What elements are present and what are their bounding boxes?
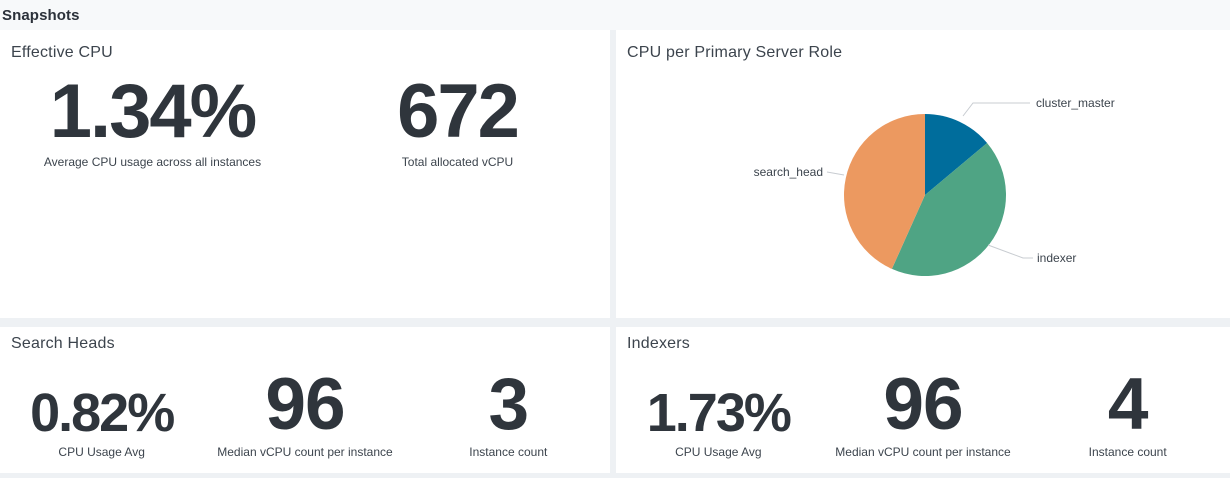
single-value-number-box: 0.82% — [30, 377, 175, 443]
single-value-number-box: 3 — [488, 364, 530, 446]
avg-cpu-caption: Average CPU usage across all instances — [43, 155, 262, 169]
sh-cpu-avg-value: 0.82% — [30, 382, 175, 443]
single-value-avg-cpu: 1.34% Average CPU usage across all insta… — [0, 69, 305, 170]
total-vcpu-caption: Total allocated vCPU — [401, 155, 514, 169]
sh-instance-count-value: 3 — [488, 364, 530, 446]
panel-cpu-per-role: cluster_master indexer search_head CPU p… — [616, 30, 1230, 318]
pie-slice-cluster_master[interactable] — [925, 113, 988, 195]
single-value-total-vcpu: 672 Total allocated vCPU — [305, 69, 610, 170]
sh-median-vcpu-caption: Median vCPU count per instance — [217, 445, 393, 459]
single-value-number-box: 672 — [397, 69, 520, 154]
single-value-number-box: 96 — [265, 364, 345, 446]
single-value-number-box: 4 — [1107, 364, 1149, 446]
pie-slice-search_head[interactable] — [843, 114, 925, 269]
panel-title-search-heads: Search Heads — [11, 335, 115, 352]
panel-effective-cpu: Effective CPU 1.34% Average CPU usage ac… — [0, 30, 610, 318]
single-value-number-box: 1.73% — [646, 377, 792, 443]
idx-cpu-avg-value: 1.73% — [646, 382, 792, 443]
idx-instance-count-value: 4 — [1107, 364, 1149, 446]
total-vcpu-value: 672 — [397, 69, 520, 154]
idx-instance-count-caption: Instance count — [1088, 445, 1167, 459]
idx-cpu-avg-caption: CPU Usage Avg — [675, 445, 762, 459]
indexers-values: 1.73% CPU Usage Avg 96 Median vCPU count… — [616, 364, 1230, 459]
sh-cpu-avg-caption: CPU Usage Avg — [58, 445, 145, 459]
effective-cpu-values: 1.34% Average CPU usage across all insta… — [0, 69, 610, 170]
single-value-number-box: 96 — [883, 364, 963, 446]
pie-slices — [843, 113, 1007, 277]
leader-line-indexer — [987, 244, 1033, 259]
pie-label-cluster-master: cluster_master — [1036, 96, 1115, 110]
panel-title-indexers: Indexers — [627, 335, 690, 352]
single-value-number-box: 1.34% — [49, 69, 257, 154]
idx-median-vcpu-value: 96 — [883, 364, 963, 446]
snapshots-section-header: Snapshots — [0, 0, 1230, 30]
single-value-idx-cpu-avg: 1.73% CPU Usage Avg — [616, 377, 821, 459]
leader-line-cluster-master — [962, 102, 1030, 117]
single-value-sh-instance-count: 3 Instance count — [407, 364, 610, 459]
dashboard-grid: Effective CPU 1.34% Average CPU usage ac… — [0, 30, 1230, 473]
sh-instance-count-caption: Instance count — [469, 445, 548, 459]
pie-callouts: cluster_master indexer search_head — [754, 96, 1115, 265]
single-value-idx-median-vcpu: 96 Median vCPU count per instance — [821, 364, 1026, 459]
pie-label-search-head: search_head — [754, 165, 823, 179]
pie-label-indexer: indexer — [1037, 251, 1076, 265]
panel-title-effective-cpu: Effective CPU — [11, 44, 113, 61]
pie-slice-indexer[interactable] — [891, 142, 1007, 277]
panel-title-cpu-per-role: CPU per Primary Server Role — [627, 44, 843, 61]
single-value-sh-median-vcpu: 96 Median vCPU count per instance — [203, 364, 406, 459]
sh-median-vcpu-value: 96 — [265, 364, 345, 446]
panel-indexers: Indexers 1.73% CPU Usage Avg 96 Median v… — [616, 327, 1230, 473]
panel-search-heads: Search Heads 0.82% CPU Usage Avg 96 Medi… — [0, 327, 610, 473]
avg-cpu-value: 1.34% — [49, 69, 257, 154]
single-value-idx-instance-count: 4 Instance count — [1025, 364, 1230, 459]
pie-chart: cluster_master indexer search_head — [754, 96, 1115, 277]
section-title: Snapshots — [2, 6, 80, 24]
search-heads-values: 0.82% CPU Usage Avg 96 Median vCPU count… — [0, 364, 610, 459]
idx-median-vcpu-caption: Median vCPU count per instance — [835, 445, 1011, 459]
single-value-sh-cpu-avg: 0.82% CPU Usage Avg — [0, 377, 203, 459]
leader-line-search-head — [826, 171, 845, 176]
